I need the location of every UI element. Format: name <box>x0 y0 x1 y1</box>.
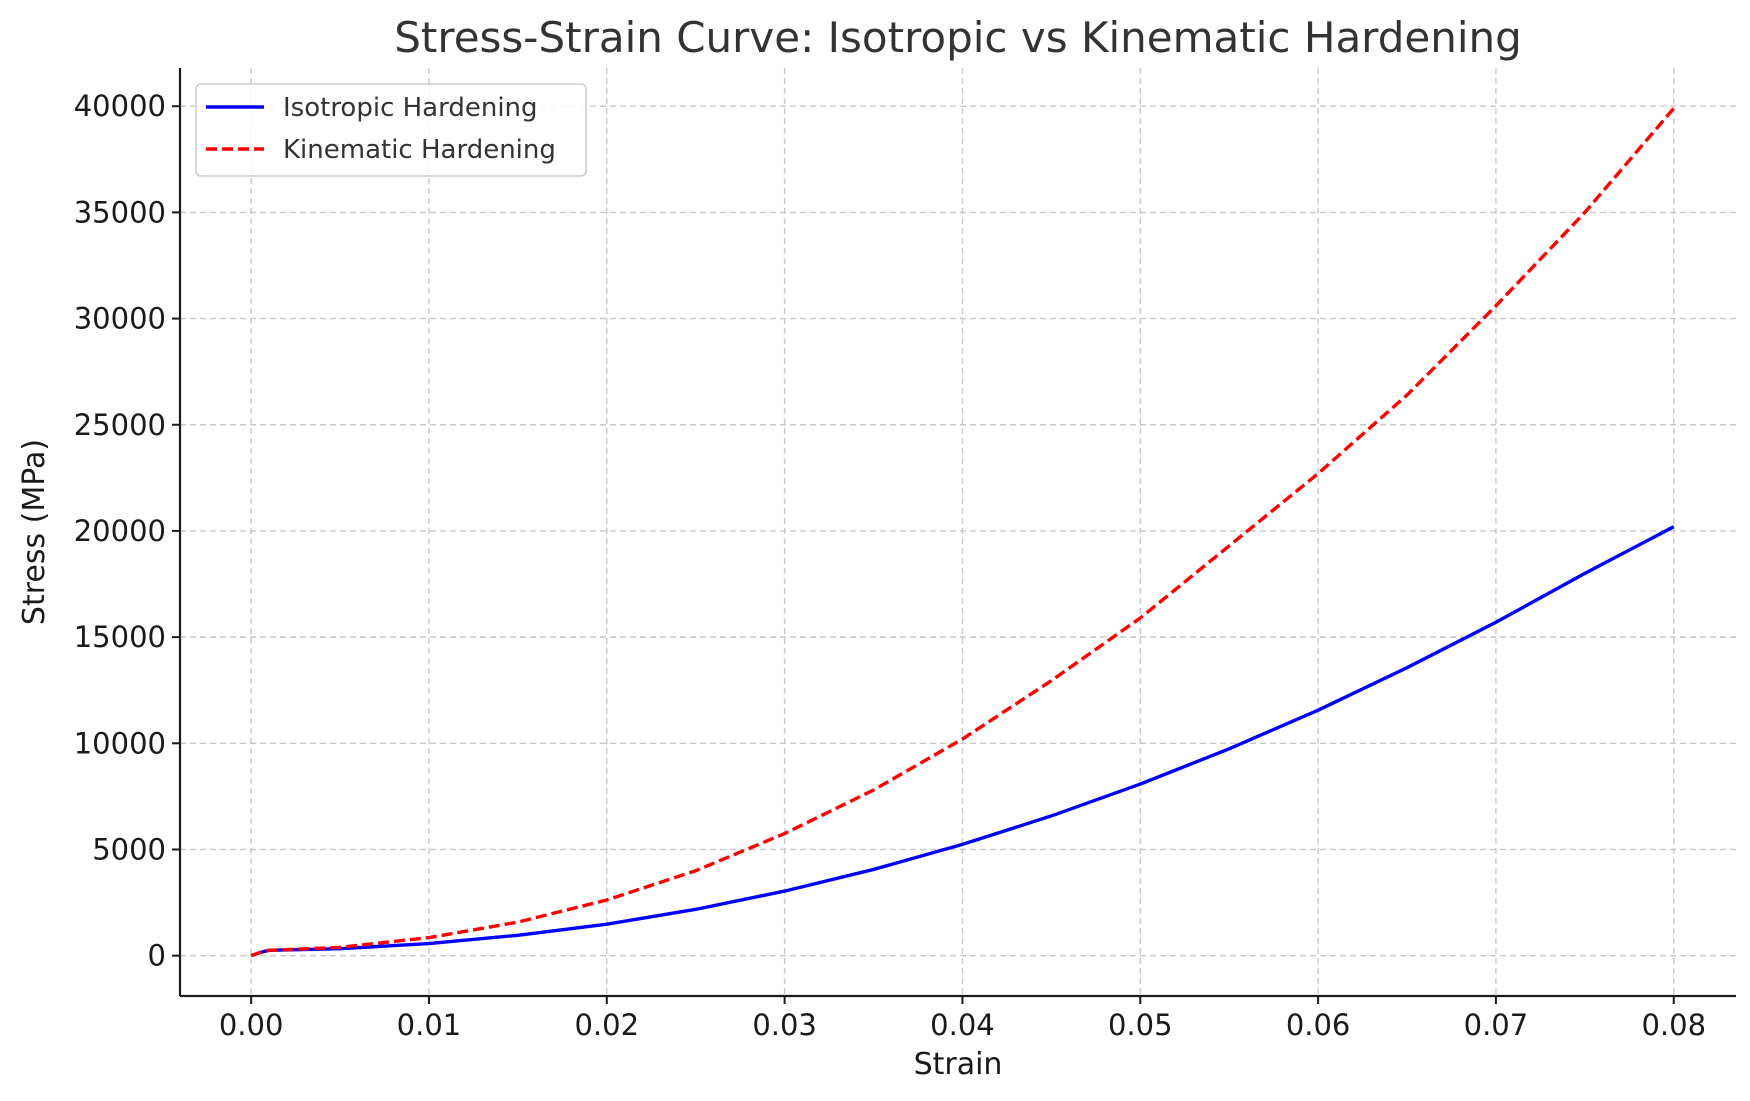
legend: Isotropic Hardening Kinematic Hardening <box>195 83 587 177</box>
x-tick-label: 0.03 <box>752 1008 817 1042</box>
x-tick-label: 0.00 <box>219 1008 284 1042</box>
y-tick-label: 35000 <box>74 195 166 229</box>
x-tick-label: 0.04 <box>930 1008 995 1042</box>
x-tick-label: 0.06 <box>1286 1008 1351 1042</box>
y-axis-title: Stress (MPa) <box>17 439 52 625</box>
x-tick-label: 0.05 <box>1108 1008 1173 1042</box>
y-tick-label: 30000 <box>74 302 166 336</box>
series-line-kinematic <box>250 107 1676 958</box>
y-tick-label: 0 <box>148 939 166 973</box>
x-tick-label: 0.01 <box>397 1008 462 1042</box>
x-tick-label: 0.02 <box>574 1008 639 1042</box>
y-tick-label: 20000 <box>74 514 166 548</box>
x-tick-label: 0.07 <box>1464 1008 1529 1042</box>
series-layer <box>250 107 1676 958</box>
y-tick-label: 25000 <box>74 408 166 442</box>
x-tick-label: 0.08 <box>1641 1008 1706 1042</box>
legend-label-isotropic: Isotropic Hardening <box>283 93 538 123</box>
chart-title: Stress-Strain Curve: Isotropic vs Kinema… <box>394 13 1522 62</box>
x-axis-title: Strain <box>914 1047 1003 1082</box>
legend-label-kinematic: Kinematic Hardening <box>283 135 556 165</box>
legend-box <box>195 83 587 177</box>
grid <box>180 68 1736 996</box>
axes <box>178 68 1736 998</box>
y-ticks: 0 5000 10000 15000 20000 25000 30000 35000 40000 <box>74 89 180 973</box>
y-tick-label: 10000 <box>74 726 166 760</box>
y-tick-label: 15000 <box>74 620 166 654</box>
y-tick-label: 40000 <box>74 89 166 123</box>
x-ticks: 0.00 0.01 0.02 0.03 0.04 0.05 0.06 0.07 0.08 <box>219 996 1706 1042</box>
y-tick-label: 5000 <box>92 832 166 866</box>
